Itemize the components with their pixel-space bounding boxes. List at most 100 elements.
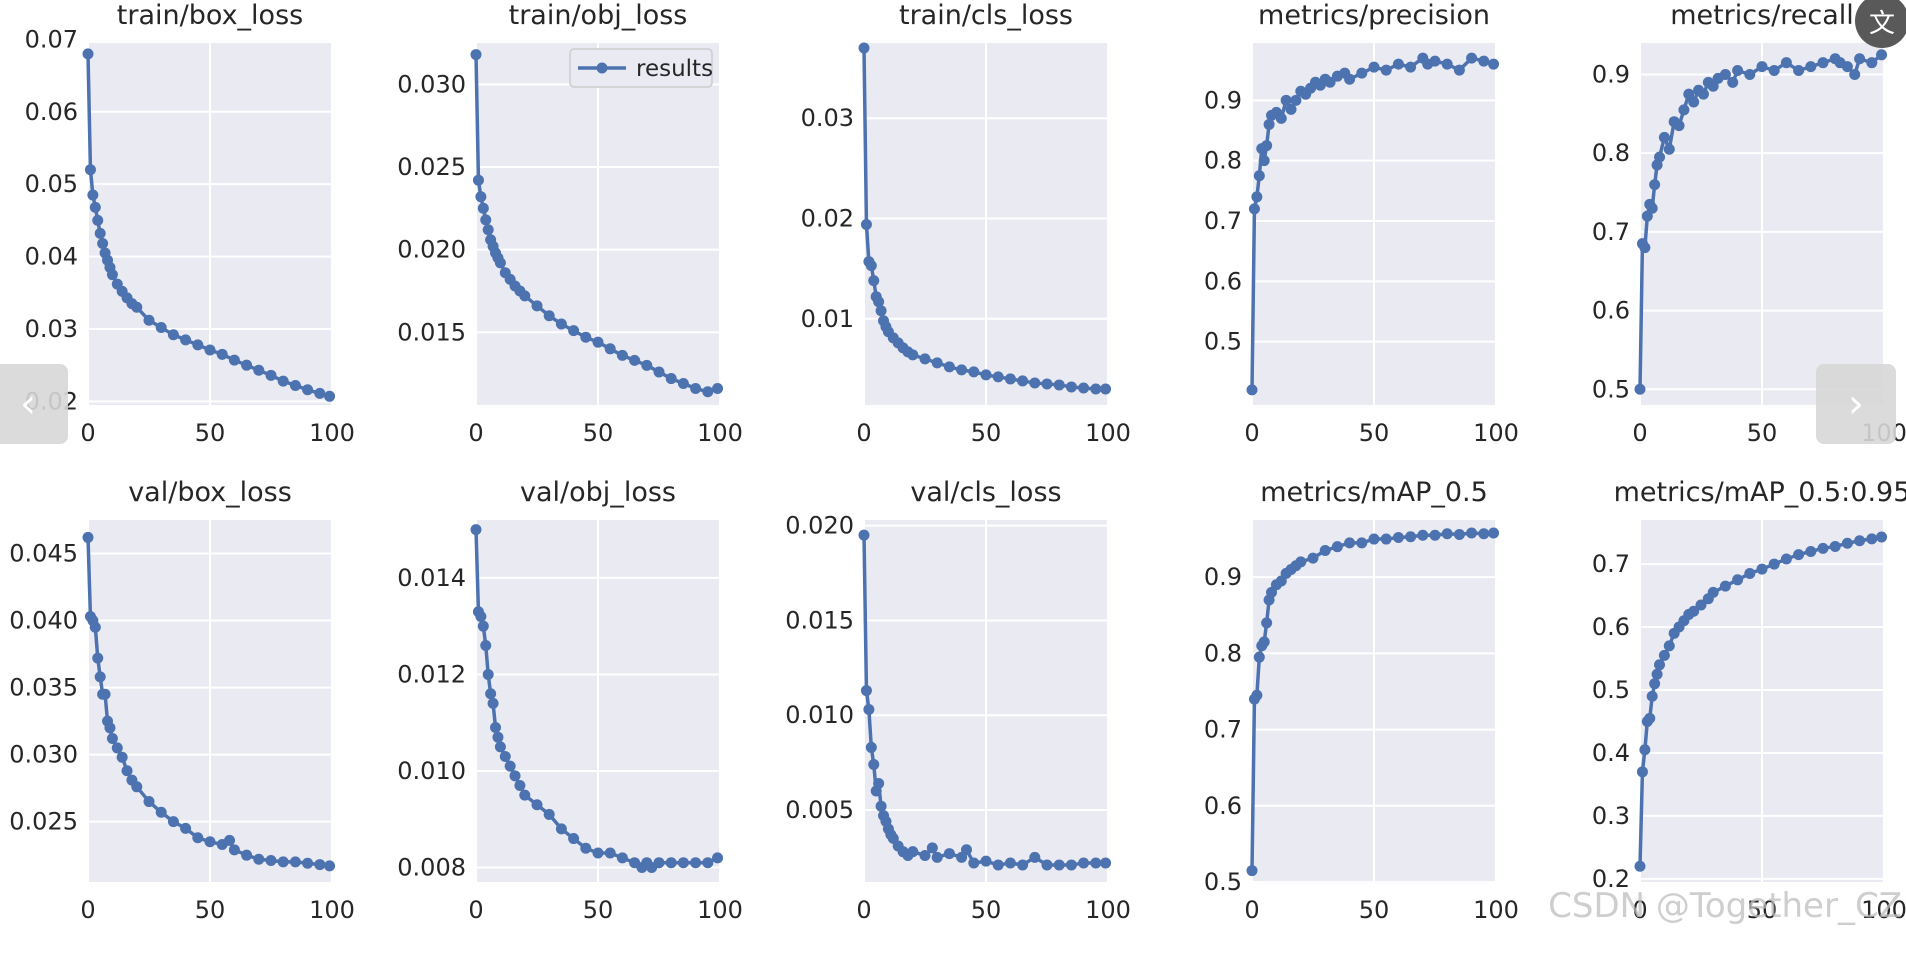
data-point bbox=[629, 354, 641, 366]
x-tick-label: 50 bbox=[1747, 419, 1778, 447]
data-point bbox=[490, 722, 502, 734]
data-point bbox=[92, 214, 104, 226]
data-point bbox=[907, 349, 919, 361]
chevron-left-icon: ‹ bbox=[20, 381, 36, 427]
legend-box bbox=[569, 48, 713, 88]
data-point bbox=[155, 806, 167, 818]
data-point bbox=[97, 238, 109, 250]
data-point bbox=[504, 760, 516, 772]
data-point bbox=[111, 742, 123, 754]
data-point bbox=[1356, 537, 1368, 549]
data-point bbox=[1392, 58, 1404, 70]
data-point bbox=[1280, 94, 1292, 106]
data-point bbox=[1368, 61, 1380, 73]
data-point bbox=[677, 378, 689, 390]
data-point bbox=[1727, 76, 1739, 88]
translate-button[interactable]: 文 bbox=[1855, 0, 1906, 48]
data-point bbox=[1275, 112, 1287, 124]
data-point bbox=[1639, 242, 1651, 254]
legend: results bbox=[569, 48, 713, 88]
data-point bbox=[314, 387, 326, 399]
data-point bbox=[1466, 527, 1478, 539]
data-point bbox=[1248, 203, 1260, 215]
data-point bbox=[265, 369, 277, 381]
translate-icon: 文 bbox=[1868, 8, 1895, 39]
chart-title: val/cls_loss bbox=[910, 477, 1061, 508]
data-point bbox=[1719, 68, 1731, 80]
chart-title: train/box_loss bbox=[117, 0, 303, 31]
data-point bbox=[192, 339, 204, 351]
data-point bbox=[472, 174, 484, 186]
x-tick-label: 100 bbox=[697, 419, 743, 447]
data-point bbox=[302, 857, 314, 869]
chart-panel-2: 0 50 100 0.015 0.020 0.025 0.030 train/obj_loss… bbox=[394, 0, 782, 477]
data-point bbox=[482, 668, 494, 680]
previous-image-button[interactable]: ‹ bbox=[0, 364, 68, 444]
data-point bbox=[943, 848, 955, 860]
y-tick-label: 0.8 bbox=[1204, 147, 1242, 175]
data-point bbox=[1004, 857, 1016, 869]
chart-panel-6: 0 50 100 0.025 0.030 0.035 0.040 0.045 val/box_l… bbox=[6, 477, 394, 954]
data-point bbox=[907, 846, 919, 858]
y-tick-label: 0.9 bbox=[1204, 563, 1242, 591]
data-point bbox=[531, 799, 543, 811]
chart-svg: 0 50 100 0.01 0.02 0.03 train/cls_loss bbox=[801, 0, 1131, 447]
data-point bbox=[228, 844, 240, 856]
data-point bbox=[1639, 744, 1651, 756]
data-point bbox=[216, 348, 228, 360]
data-point bbox=[1688, 605, 1700, 617]
x-tick-label: 100 bbox=[1861, 896, 1906, 924]
data-point bbox=[1090, 383, 1102, 395]
data-point bbox=[1854, 535, 1866, 547]
y-tick-label: 0.06 bbox=[25, 98, 78, 126]
data-point bbox=[1290, 94, 1302, 106]
y-tick-label: 0.7 bbox=[1204, 716, 1242, 744]
y-tick-label: 0.6 bbox=[1204, 792, 1242, 820]
chart-title: val/box_loss bbox=[128, 477, 292, 508]
data-point bbox=[180, 334, 192, 346]
data-point bbox=[580, 331, 592, 343]
data-point bbox=[104, 722, 116, 734]
data-point bbox=[480, 214, 492, 226]
data-point bbox=[1780, 57, 1792, 69]
data-point bbox=[470, 524, 482, 536]
data-point bbox=[1697, 88, 1709, 100]
data-point bbox=[860, 685, 872, 697]
data-point bbox=[1285, 103, 1297, 115]
data-point bbox=[865, 741, 877, 753]
data-point bbox=[592, 847, 604, 859]
y-tick-label: 0.4 bbox=[1592, 739, 1630, 767]
data-point bbox=[1405, 531, 1417, 543]
data-point bbox=[1673, 120, 1685, 132]
data-point bbox=[475, 191, 487, 203]
data-point bbox=[121, 765, 133, 777]
data-point bbox=[1065, 859, 1077, 871]
y-tick-label: 0.5 bbox=[1204, 328, 1242, 356]
data-point bbox=[82, 531, 94, 543]
data-point bbox=[1805, 61, 1817, 73]
data-point bbox=[277, 375, 289, 387]
data-point bbox=[919, 353, 931, 365]
next-image-button[interactable]: › bbox=[1816, 364, 1896, 444]
y-tick-label: 0.02 bbox=[801, 204, 854, 232]
data-point bbox=[1246, 384, 1258, 396]
data-point bbox=[1368, 533, 1380, 545]
x-tick-label: 0 bbox=[1632, 896, 1647, 924]
data-point bbox=[324, 390, 336, 402]
data-point bbox=[228, 354, 240, 366]
chart-panel-8: 0 50 100 0.005 0.010 0.015 0.020 val/cls_loss bbox=[782, 477, 1170, 954]
data-point bbox=[1453, 64, 1465, 76]
y-tick-label: 0.9 bbox=[1204, 86, 1242, 114]
chart-title: metrics/mAP_0.5 bbox=[1260, 477, 1488, 508]
data-point bbox=[1053, 379, 1065, 391]
data-point bbox=[1646, 202, 1658, 214]
data-point bbox=[926, 842, 938, 854]
data-point bbox=[485, 688, 497, 700]
data-point bbox=[931, 357, 943, 369]
data-point bbox=[873, 296, 885, 308]
data-point bbox=[992, 371, 1004, 383]
data-point bbox=[204, 344, 216, 356]
results-figure: 0 50 100 0.02 0.03 0.04 0.05 0.06 0.07 train/box_… bbox=[9, 0, 1906, 924]
data-point bbox=[943, 361, 955, 373]
x-tick-label: 100 bbox=[309, 419, 355, 447]
